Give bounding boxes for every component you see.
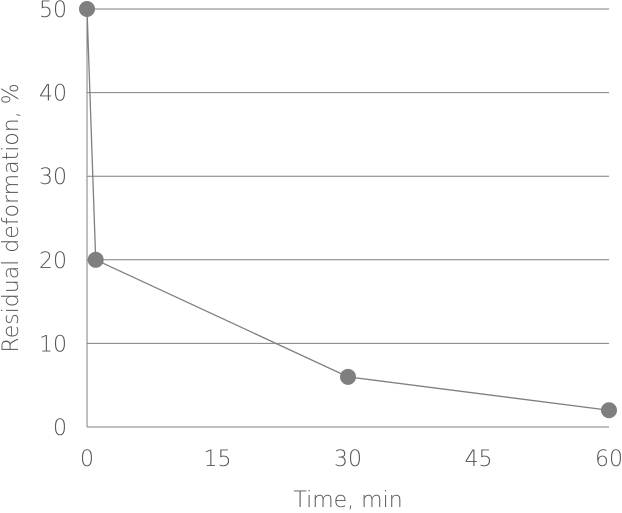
series-line xyxy=(86,8,610,411)
x-axis-ticks: 0 15 30 45 60 xyxy=(80,447,622,472)
data-point-1 xyxy=(87,251,104,268)
y-tick-label: 30 xyxy=(39,165,67,190)
x-tick-label: 30 xyxy=(334,447,362,472)
y-tick-label: 40 xyxy=(39,82,67,107)
y-tick-label: 50 xyxy=(39,0,67,23)
series xyxy=(79,1,617,419)
x-tick-label: 45 xyxy=(465,447,493,472)
y-axis-ticks: 0 10 20 30 40 50 xyxy=(39,0,67,441)
y-tick-label: 20 xyxy=(39,249,67,274)
data-point-0 xyxy=(79,1,95,17)
x-tick-label: 0 xyxy=(80,447,94,472)
y-tick-label: 10 xyxy=(39,332,67,357)
x-tick-label: 15 xyxy=(204,447,232,472)
gridlines xyxy=(86,8,609,428)
data-point-30 xyxy=(340,368,356,385)
x-axis-title: Time, min xyxy=(293,488,402,513)
x-tick-label: 60 xyxy=(595,447,622,472)
y-tick-label: 0 xyxy=(53,416,67,441)
y-axis-title: Residual deformation, % xyxy=(0,83,24,352)
data-point-60 xyxy=(601,402,617,419)
